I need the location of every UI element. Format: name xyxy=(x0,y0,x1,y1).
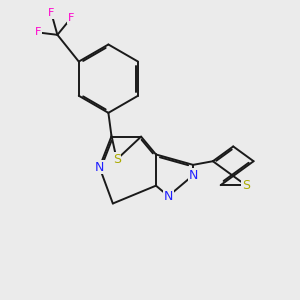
Text: N: N xyxy=(95,161,104,174)
Text: S: S xyxy=(242,178,250,192)
Text: F: F xyxy=(35,27,41,38)
Text: F: F xyxy=(48,8,55,18)
Text: N: N xyxy=(164,190,173,202)
Text: F: F xyxy=(68,14,74,23)
Text: N: N xyxy=(188,169,198,182)
Text: S: S xyxy=(113,153,121,166)
